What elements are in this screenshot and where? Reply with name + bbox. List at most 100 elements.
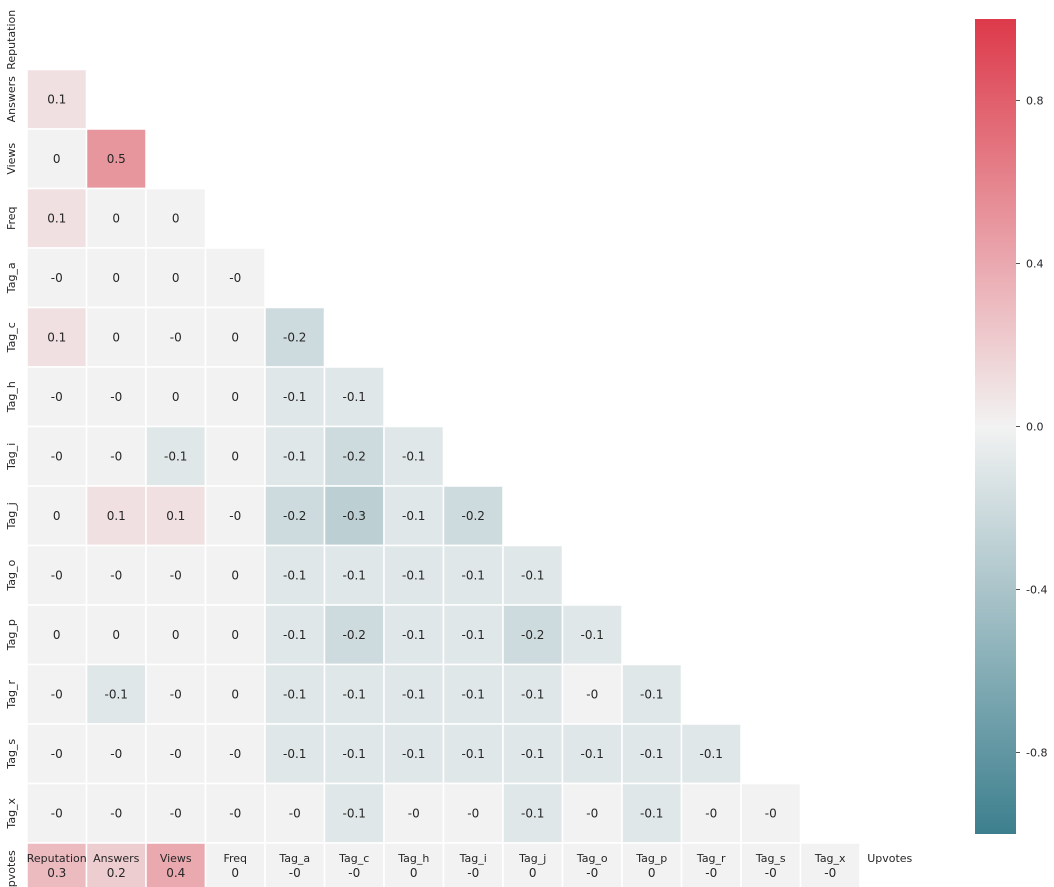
heatmap-cell (26, 128, 88, 190)
heatmap-cell-label: -0 (110, 747, 122, 761)
heatmap-cell-label: 0 (112, 271, 120, 285)
y-axis-tick-labels: Reputation Answers Views Freq Tag_a Tag_c Tag_… (5, 10, 18, 887)
heatmap-cell (26, 544, 88, 606)
heatmap-cell-label: -0.1 (402, 449, 425, 463)
heatmap-cell (264, 604, 326, 666)
colorbar-tick-label: 0.0 (1026, 421, 1044, 434)
heatmap-cell-label: -0.1 (462, 568, 485, 582)
x-tick-label: Tag_h (397, 852, 429, 865)
heatmap-cell-label: -0.2 (343, 628, 366, 642)
heatmap-cell-label: -0 (586, 806, 598, 820)
heatmap-cell (26, 425, 88, 487)
heatmap-cell-label: 0.1 (166, 509, 185, 523)
heatmap-cell-label: -0.1 (164, 449, 187, 463)
heatmap-cell-label: -0.1 (105, 687, 128, 701)
heatmap-cell (442, 723, 504, 785)
y-tick-label: Tag_o (5, 560, 18, 592)
x-tick-label: Tag_x (814, 852, 846, 865)
x-tick-label: Tag_j (518, 852, 546, 865)
heatmap-cell-label: -0 (229, 806, 241, 820)
heatmap-cell-label: -0 (110, 806, 122, 820)
heatmap-cell-label: -0.2 (521, 628, 544, 642)
heatmap-cell-label: -0.1 (581, 628, 604, 642)
heatmap-cell-label: -0 (51, 806, 63, 820)
heatmap-cell-label: -0.1 (343, 687, 366, 701)
heatmap-cell-label: -0.1 (581, 747, 604, 761)
heatmap-cell (621, 723, 683, 785)
y-tick-label: Views (5, 143, 18, 175)
heatmap-cell-label: -0 (348, 866, 360, 880)
heatmap-cell-label: 0 (172, 211, 180, 225)
heatmap-cell (799, 842, 861, 887)
heatmap-cell-label: -0 (765, 806, 777, 820)
heatmap-cell (26, 366, 88, 428)
heatmap-cell-label: 0 (53, 509, 61, 523)
x-tick-label: Upvotes (867, 852, 912, 865)
heatmap-cell-label: -0.2 (283, 509, 306, 523)
colorbar-gradient (975, 19, 1016, 834)
heatmap-cell (323, 723, 385, 785)
heatmap-cell-label: -0 (824, 866, 836, 880)
heatmap-cell (145, 723, 207, 785)
heatmap-cells (26, 68, 861, 887)
heatmap-cell-label: 0.1 (47, 211, 66, 225)
x-tick-label: Tag_p (635, 852, 667, 865)
heatmap-cell (502, 544, 564, 606)
heatmap-cell-label: -0 (51, 747, 63, 761)
heatmap-cell-label: -0.1 (283, 628, 306, 642)
x-tick-label: Tag_s (755, 852, 786, 865)
heatmap-cell (145, 604, 207, 666)
heatmap-cell-label: 0.4 (166, 866, 185, 880)
heatmap-cell-label: -0.1 (283, 747, 306, 761)
heatmap-cell (85, 842, 147, 887)
heatmap-cell (26, 604, 88, 666)
heatmap-cell-label: -0.1 (402, 509, 425, 523)
heatmap-cell-label: 0.3 (47, 866, 66, 880)
x-tick-label: Tag_a (278, 852, 310, 865)
y-tick-label: Tag_i (5, 443, 18, 471)
heatmap-cell (561, 723, 623, 785)
heatmap-cell (264, 782, 326, 844)
heatmap-cell (26, 68, 88, 130)
x-tick-label: Tag_o (576, 852, 608, 865)
heatmap-cell-label: 0 (172, 628, 180, 642)
heatmap-cell (145, 366, 207, 428)
heatmap-cell (264, 366, 326, 428)
x-tick-label: Reputation (27, 852, 87, 865)
colorbar-ticks: -0.8 -0.4 0.0 0.4 0.8 (1016, 95, 1047, 760)
heatmap-cell-label: 0 (410, 866, 418, 880)
heatmap-cell (204, 782, 266, 844)
heatmap-cell (323, 544, 385, 606)
heatmap-cell-label: -0 (229, 509, 241, 523)
heatmap-cell-label: -0 (51, 390, 63, 404)
y-tick-label: Tag_j (5, 502, 18, 530)
heatmap-cell (442, 485, 504, 547)
y-tick-label: Tag_a (5, 262, 18, 294)
y-tick-label: Freq (5, 206, 18, 230)
heatmap-cell (502, 782, 564, 844)
heatmap-cell-label: -0 (170, 687, 182, 701)
heatmap-cell (204, 366, 266, 428)
heatmap-cell (561, 782, 623, 844)
heatmap-cell (85, 604, 147, 666)
heatmap-cell-label: 0.1 (47, 330, 66, 344)
heatmap-cell-label: -0.2 (283, 330, 306, 344)
heatmap-cell-label: 0 (112, 330, 120, 344)
heatmap-cell (204, 842, 266, 887)
heatmap-cell-label: -0.3 (343, 509, 366, 523)
heatmap-cell-label: -0 (408, 806, 420, 820)
heatmap-cell-label: -0 (51, 568, 63, 582)
heatmap-cell (85, 306, 147, 368)
heatmap-cell-label: 0 (53, 628, 61, 642)
y-tick-label: Tag_c (5, 322, 18, 353)
heatmap-cell (26, 842, 88, 887)
heatmap-cell-label: 0 (172, 271, 180, 285)
heatmap-cell-label: 0.1 (47, 92, 66, 106)
x-axis-tick-labels: Reputation Answers Views Freq Tag_a Tag_c Tag_… (27, 852, 913, 865)
heatmap-cell-label: -0.1 (521, 568, 544, 582)
heatmap-cell-label: -0.2 (462, 509, 485, 523)
heatmap-cell (502, 604, 564, 666)
heatmap-cell-label: -0 (467, 866, 479, 880)
heatmap-cell-label: -0.1 (462, 687, 485, 701)
y-tick-label: Tag_p (5, 619, 18, 651)
